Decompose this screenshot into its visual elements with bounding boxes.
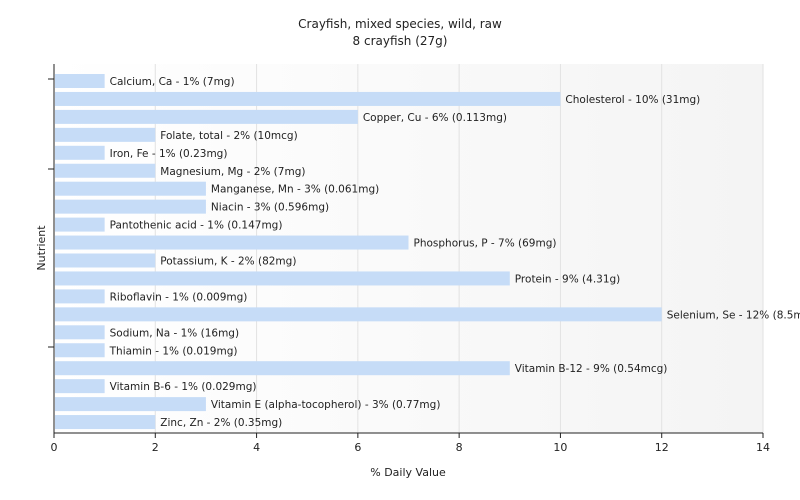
bar-label: Sodium, Na - 1% (16mg)	[110, 327, 239, 339]
bars: Calcium, Ca - 1% (7mg) Cholesterol - 10% …	[55, 74, 800, 430]
x-tick-label: 14	[756, 441, 770, 454]
x-tick-label: 12	[655, 441, 669, 454]
x-tick-label: 10	[553, 441, 567, 454]
x-tick-label: 2	[152, 441, 159, 454]
bar	[55, 74, 105, 88]
bar-label: Protein - 9% (4.31g)	[515, 273, 621, 285]
bar-label: Phosphorus, P - 7% (69mg)	[414, 238, 557, 250]
bar-label: Folate, total - 2% (10mcg)	[160, 130, 297, 142]
bar-label: Riboflavin - 1% (0.009mg)	[110, 291, 248, 303]
bar	[55, 199, 206, 214]
chart-title: Crayfish, mixed species, wild, raw	[298, 17, 502, 31]
bar	[55, 325, 105, 340]
bar	[55, 379, 105, 394]
bar	[55, 289, 105, 304]
x-tick-label: 4	[253, 441, 260, 454]
bar-label: Vitamin E (alpha-tocopherol) - 3% (0.77m…	[211, 399, 441, 411]
y-axis-label: Nutrient	[35, 225, 48, 271]
bar-label: Thiamin - 1% (0.019mg)	[109, 345, 238, 357]
axes: 0 2 4 6 8 10 12 14	[48, 64, 770, 454]
bar	[55, 109, 358, 124]
bar-label: Vitamin B-12 - 9% (0.54mcg)	[515, 363, 668, 375]
bar	[55, 361, 510, 376]
x-axis-label: % Daily Value	[370, 466, 446, 479]
bar-label: Copper, Cu - 6% (0.113mg)	[363, 112, 507, 124]
bar	[55, 163, 156, 178]
bar-label: Niacin - 3% (0.596mg)	[211, 202, 329, 214]
bar	[55, 145, 105, 160]
bar	[55, 415, 156, 430]
bar	[55, 307, 662, 322]
bar	[55, 127, 156, 142]
bar-label: Zinc, Zn - 2% (0.35mg)	[160, 417, 282, 429]
bar	[55, 181, 206, 196]
bar	[55, 91, 561, 106]
bar	[55, 253, 156, 268]
x-tick-label: 0	[51, 441, 58, 454]
bar	[55, 397, 206, 412]
bar-label: Cholesterol - 10% (31mg)	[565, 94, 700, 106]
bar-label: Selenium, Se - 12% (8.5mcg)	[667, 309, 800, 321]
bar-label: Calcium, Ca - 1% (7mg)	[110, 76, 235, 88]
bar	[55, 217, 105, 232]
bar	[55, 235, 409, 250]
x-tick-label: 8	[456, 441, 463, 454]
bar-label: Iron, Fe - 1% (0.23mg)	[110, 148, 228, 160]
chart-subtitle: 8 crayfish (27g)	[353, 34, 448, 48]
bar-label: Pantothenic acid - 1% (0.147mg)	[110, 220, 283, 232]
bar-label: Potassium, K - 2% (82mg)	[160, 256, 296, 268]
bar	[55, 343, 105, 358]
bar	[55, 271, 510, 286]
bar-label: Magnesium, Mg - 2% (7mg)	[160, 166, 305, 178]
x-tick-label: 6	[354, 441, 361, 454]
bar-label: Manganese, Mn - 3% (0.061mg)	[211, 184, 379, 196]
bar-label: Vitamin B-6 - 1% (0.029mg)	[110, 381, 257, 393]
